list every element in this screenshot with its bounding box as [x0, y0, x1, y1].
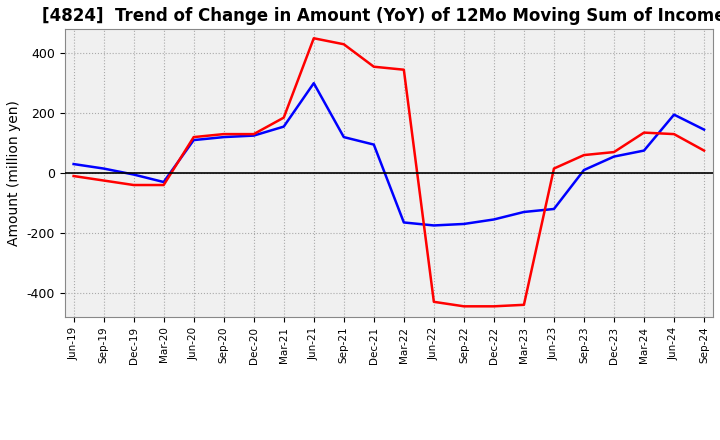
Net Income: [310, 36, 318, 41]
Net Income: [159, 182, 168, 187]
Ordinary Income: [310, 81, 318, 86]
Ordinary Income: [520, 209, 528, 215]
Net Income: [430, 299, 438, 304]
Line: Net Income: Net Income: [73, 38, 704, 306]
Net Income: [69, 173, 78, 179]
Net Income: [549, 166, 558, 171]
Ordinary Income: [639, 148, 648, 153]
Ordinary Income: [69, 161, 78, 167]
Ordinary Income: [549, 206, 558, 212]
Net Income: [490, 304, 498, 309]
Ordinary Income: [279, 124, 288, 129]
Ordinary Income: [490, 217, 498, 222]
Legend: Ordinary Income, Net Income: Ordinary Income, Net Income: [226, 434, 552, 440]
Ordinary Income: [189, 137, 198, 143]
Net Income: [99, 178, 108, 183]
Ordinary Income: [220, 135, 228, 140]
Net Income: [639, 130, 648, 135]
Y-axis label: Amount (million yen): Amount (million yen): [7, 100, 21, 246]
Ordinary Income: [580, 167, 588, 172]
Net Income: [130, 182, 138, 187]
Net Income: [459, 304, 468, 309]
Ordinary Income: [339, 135, 348, 140]
Ordinary Income: [249, 133, 258, 138]
Net Income: [610, 150, 618, 155]
Net Income: [400, 67, 408, 72]
Net Income: [580, 152, 588, 158]
Net Income: [339, 42, 348, 47]
Net Income: [189, 135, 198, 140]
Title: [4824]  Trend of Change in Amount (YoY) of 12Mo Moving Sum of Incomes: [4824] Trend of Change in Amount (YoY) o…: [42, 7, 720, 25]
Ordinary Income: [459, 221, 468, 227]
Net Income: [520, 302, 528, 308]
Net Income: [249, 132, 258, 137]
Ordinary Income: [369, 142, 378, 147]
Ordinary Income: [700, 127, 708, 132]
Ordinary Income: [670, 112, 678, 117]
Ordinary Income: [159, 180, 168, 185]
Net Income: [220, 132, 228, 137]
Ordinary Income: [130, 172, 138, 177]
Net Income: [700, 148, 708, 153]
Net Income: [279, 115, 288, 120]
Ordinary Income: [430, 223, 438, 228]
Net Income: [670, 132, 678, 137]
Line: Ordinary Income: Ordinary Income: [73, 83, 704, 225]
Ordinary Income: [99, 166, 108, 171]
Ordinary Income: [400, 220, 408, 225]
Net Income: [369, 64, 378, 70]
Ordinary Income: [610, 154, 618, 159]
